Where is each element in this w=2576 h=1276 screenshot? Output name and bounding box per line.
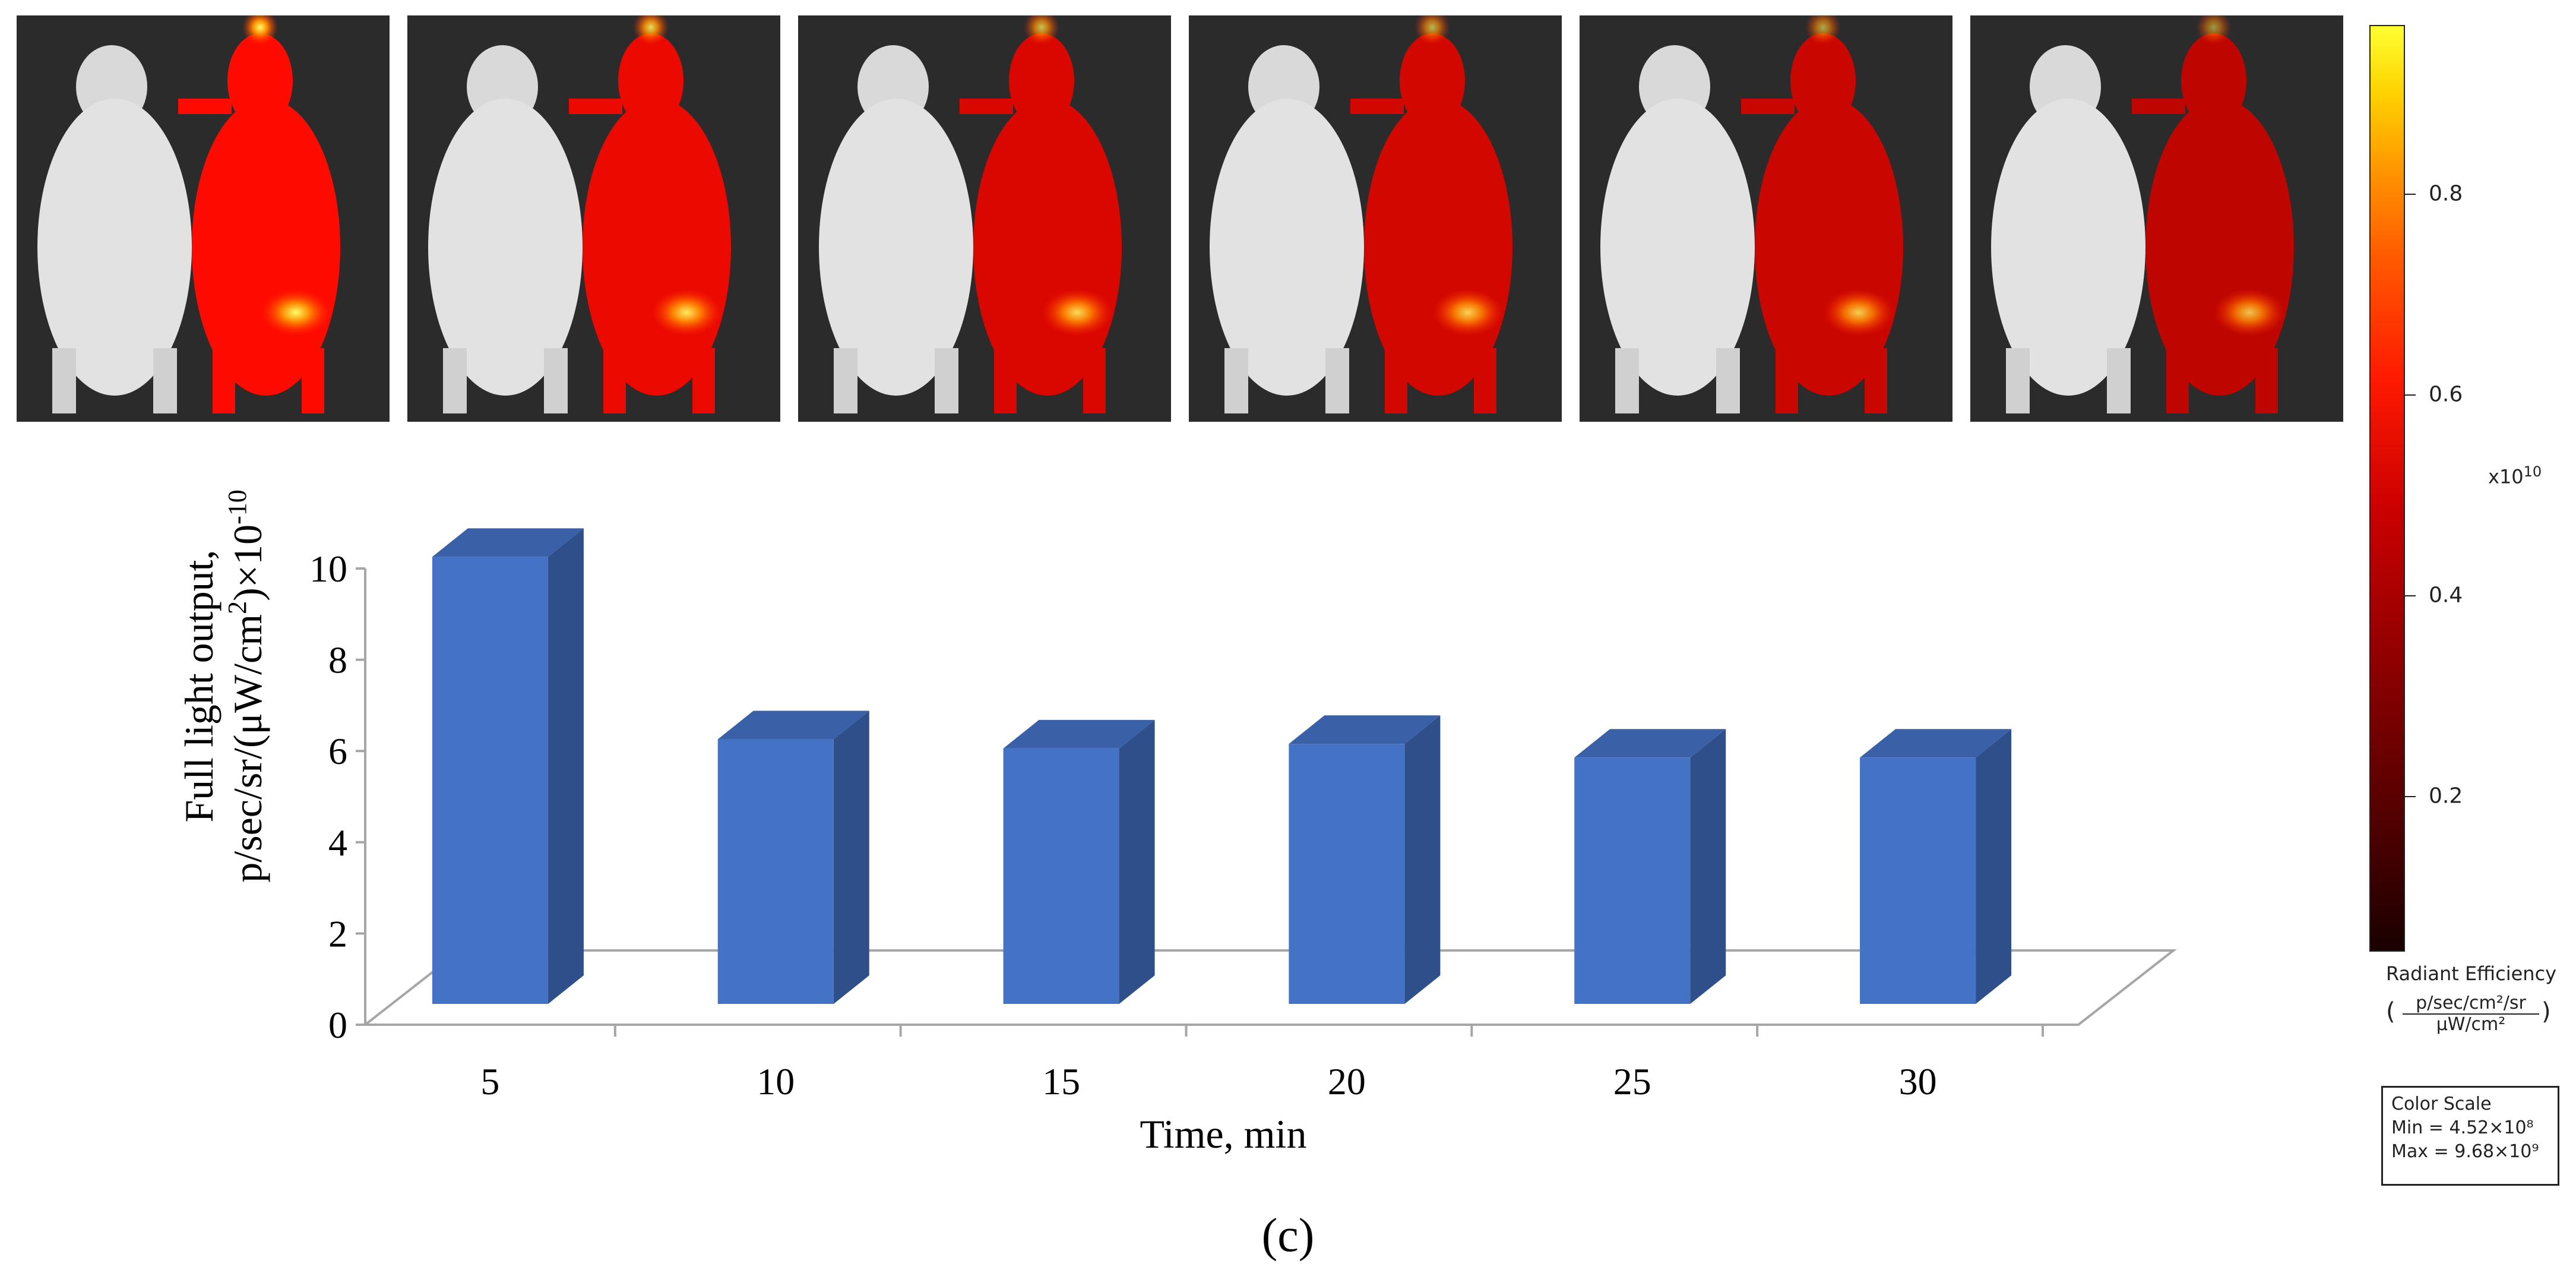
bar-front — [1003, 748, 1119, 1004]
bar-side — [1976, 729, 2012, 1004]
bar-front — [432, 557, 548, 1004]
bar-front — [1574, 757, 1691, 1004]
colorbar-label: Radiant Efficiency — [2386, 962, 2557, 985]
bar-front — [717, 739, 834, 1004]
y-axis-label-line2: p/sec/sr/(μW/cm2)×10-10 — [223, 489, 270, 883]
color-scale-title: Color Scale — [2391, 1094, 2492, 1114]
colorbar-tick-mark — [2405, 193, 2416, 195]
bar — [1289, 715, 1441, 1004]
colorbar-unit-lparen: ( — [2386, 998, 2395, 1025]
colorbar — [2369, 25, 2405, 952]
colorbar-tick-mark — [2405, 796, 2416, 798]
colorbar-tick-label: 0.4 — [2429, 583, 2463, 608]
colorbar-exponent-power: 10 — [2523, 463, 2542, 480]
y-tick-label: 2 — [328, 912, 347, 955]
bar-top — [1289, 715, 1441, 744]
chart-bars — [432, 528, 2012, 1004]
mouse-image — [798, 15, 1171, 422]
colorbar-exponent: x1010 — [2488, 463, 2542, 488]
mouse-image — [1189, 15, 1562, 422]
color-scale-min: Min = 4.52×10⁸ — [2391, 1117, 2534, 1138]
bar — [1860, 729, 2012, 1004]
mouse-image — [407, 15, 780, 422]
y-axis-label-sup1: 2 — [223, 601, 252, 614]
y-tick-label: 0 — [328, 1004, 347, 1046]
colorbar-unit-rparen: ) — [2542, 998, 2551, 1025]
bar-side — [1119, 719, 1155, 1004]
imaging-panel — [407, 15, 780, 422]
imaging-panel — [1970, 15, 2343, 422]
x-tick-label: 10 — [757, 1060, 795, 1103]
y-axis-label-mid: )×10 — [225, 525, 270, 601]
color-scale-box: Color Scale Min = 4.52×10⁸ Max = 9.68×10… — [2381, 1086, 2559, 1186]
mouse-image — [1580, 15, 1952, 422]
bar-side — [1690, 729, 1726, 1004]
color-scale-max: Max = 9.68×10⁹ — [2391, 1141, 2539, 1162]
y-axis-label: Full light output, p/sec/sr/(μW/cm2)×10-… — [176, 489, 270, 883]
bar-front — [1289, 744, 1405, 1004]
bar — [1574, 729, 1726, 1004]
imaging-panel — [798, 15, 1171, 422]
bar-top — [1860, 729, 2012, 758]
y-axis-label-sup2: -10 — [223, 489, 252, 525]
chart-axes — [364, 568, 2044, 1037]
x-axis-label: Time, min — [1140, 1111, 1307, 1157]
x-tick-label: 5 — [480, 1060, 499, 1103]
mouse-image — [1970, 15, 2343, 422]
mouse-image — [17, 15, 390, 422]
bar — [717, 710, 869, 1004]
x-tick-label: 30 — [1899, 1060, 1937, 1103]
y-axis-label-line1: Full light output, — [176, 549, 221, 822]
colorbar-unit-numerator: p/sec/cm²/sr — [2403, 993, 2539, 1015]
bar — [432, 528, 584, 1004]
bar-front — [1860, 757, 1976, 1004]
bar-top — [717, 710, 869, 740]
colorbar-tick-label: 0.6 — [2429, 382, 2463, 407]
x-tick-label: 25 — [1613, 1060, 1651, 1103]
figure-caption: (c) — [1261, 1209, 1315, 1262]
bar-side — [548, 528, 584, 1004]
bar-top — [432, 528, 584, 557]
colorbar-tick-mark — [2405, 394, 2416, 396]
bar — [1003, 719, 1155, 1004]
y-tick-label: 6 — [328, 730, 347, 772]
imaging-panel — [1580, 15, 1952, 422]
y-tick-label: 10 — [309, 548, 347, 590]
bar-top — [1003, 719, 1155, 748]
bar-side — [833, 710, 869, 1004]
colorbar-tick-label: 0.2 — [2429, 784, 2463, 808]
colorbar-gradient — [2369, 25, 2405, 952]
bar-chart: 0 2 4 6 8 10 5 10 15 20 25 30 Time, min Full light… — [176, 489, 2177, 1157]
imaging-panels — [0, 0, 2375, 428]
colorbar-unit-denominator: μW/cm² — [2436, 1014, 2506, 1035]
colorbar-tick-mark — [2405, 595, 2416, 596]
chart-floor-outline — [362, 949, 2177, 1026]
y-tick-labels: 0 2 4 6 8 10 — [309, 548, 365, 1046]
bar-top — [1574, 729, 1726, 758]
y-axis-label-unit: p/sec/sr/(μW/cm — [225, 614, 270, 883]
bar-side — [1404, 715, 1441, 1004]
colorbar-unit: ( p/sec/cm²/sr μW/cm² ) — [2386, 993, 2576, 1035]
x-tick-label: 15 — [1042, 1060, 1080, 1103]
x-tick-label: 20 — [1328, 1060, 1366, 1103]
colorbar-exponent-base: x10 — [2488, 465, 2524, 488]
y-tick-label: 8 — [328, 639, 347, 681]
imaging-panel — [17, 15, 390, 422]
imaging-panel — [1189, 15, 1562, 422]
x-tick-labels: 5 10 15 20 25 30 — [480, 1060, 1936, 1103]
colorbar-tick-label: 0.8 — [2429, 181, 2463, 206]
chart-floor — [362, 949, 2177, 1026]
y-tick-label: 4 — [328, 822, 347, 864]
